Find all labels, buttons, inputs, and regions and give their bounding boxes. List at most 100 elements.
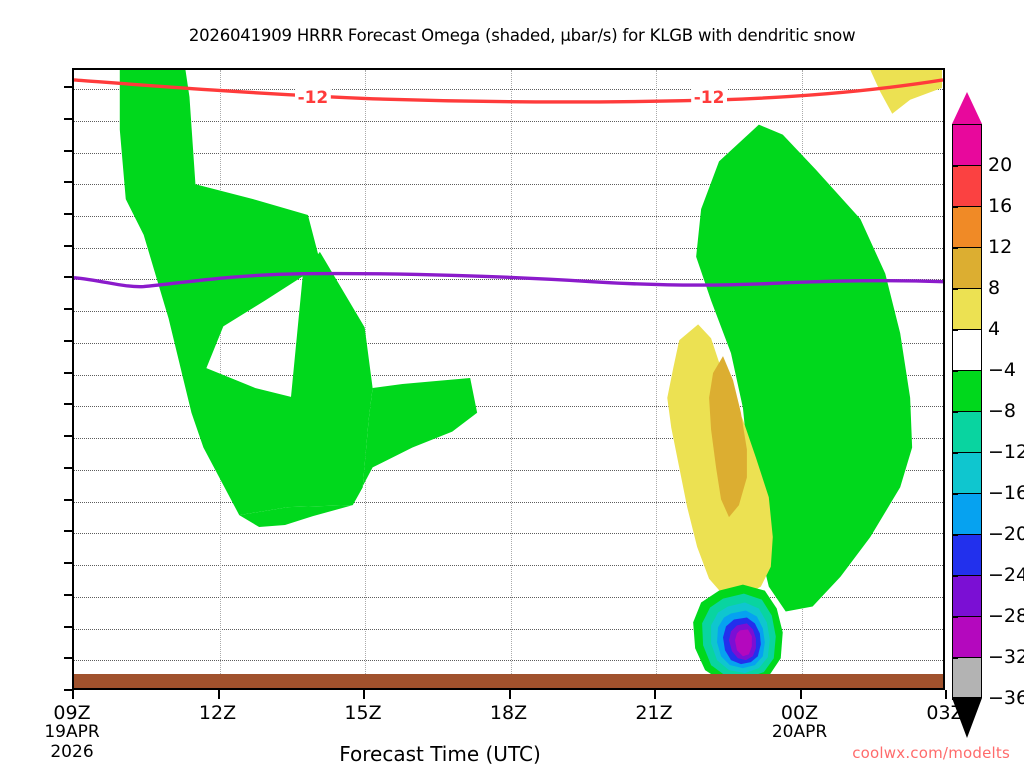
y-axis-tick bbox=[64, 435, 72, 438]
colorbar-tick bbox=[952, 452, 958, 454]
x-axis-year-label: 2026 bbox=[50, 742, 94, 762]
colorbar-tick-label: −12 bbox=[988, 441, 1024, 463]
gridline-horizontal bbox=[74, 438, 943, 440]
colorbar-segment bbox=[952, 493, 982, 534]
y-axis-tick bbox=[64, 466, 72, 469]
contour-label-bg-2 bbox=[691, 86, 727, 106]
colorbar-segment bbox=[952, 370, 982, 411]
colorbar-tick bbox=[952, 534, 958, 536]
y-axis-tick bbox=[64, 181, 72, 184]
gridline-horizontal bbox=[74, 565, 943, 567]
x-axis-tick-label: 21Z bbox=[635, 702, 673, 724]
y-axis-tick bbox=[64, 530, 72, 533]
y-axis-tick bbox=[64, 403, 72, 406]
gridline-horizontal bbox=[74, 311, 943, 313]
y-axis-tick bbox=[64, 562, 72, 565]
colorbar-tick bbox=[952, 575, 958, 577]
colorbar-tick bbox=[952, 247, 958, 249]
x-axis-tick bbox=[72, 690, 74, 699]
colorbar-tick-label: 20 bbox=[988, 154, 1013, 176]
y-axis-tick bbox=[64, 371, 72, 374]
colorbar-tick bbox=[952, 657, 958, 659]
contour-red-dendritic bbox=[74, 78, 943, 104]
x-axis-tick-label: 12Z bbox=[198, 702, 237, 724]
plot-inner: -12 -12 bbox=[74, 70, 943, 688]
colorbar-tick bbox=[952, 288, 958, 290]
plot-area: -12 -12 bbox=[72, 68, 945, 690]
y-axis-tick bbox=[64, 339, 72, 342]
x-axis-title: Forecast Time (UTC) bbox=[339, 742, 541, 766]
colorbar-segment bbox=[952, 575, 982, 616]
ground-bar bbox=[74, 674, 943, 688]
colorbar-tick bbox=[952, 616, 958, 618]
colorbar-segment bbox=[952, 329, 982, 370]
contour-purple-freezing bbox=[74, 271, 943, 289]
gridline-vertical bbox=[510, 70, 512, 688]
gridline-horizontal bbox=[74, 406, 943, 408]
colorbar-segment bbox=[952, 411, 982, 452]
y-axis-tick bbox=[64, 149, 72, 152]
colorbar bbox=[952, 92, 982, 738]
shade-green-upper-left bbox=[119, 70, 373, 516]
x-axis-date-label: 19APR bbox=[44, 722, 100, 742]
bullseye-core-magenta bbox=[734, 629, 752, 657]
colorbar-tick-label: −4 bbox=[988, 359, 1017, 381]
gridline-horizontal bbox=[74, 342, 943, 344]
colorbar-segment bbox=[952, 616, 982, 657]
gridline-horizontal bbox=[74, 628, 943, 630]
y-axis-tick bbox=[64, 593, 72, 596]
colorbar-tick bbox=[952, 165, 958, 167]
gridline-horizontal bbox=[74, 501, 943, 503]
y-axis-tick bbox=[64, 276, 72, 279]
colorbar-tick-label: 8 bbox=[988, 277, 1001, 299]
x-axis-tick bbox=[508, 690, 511, 699]
y-axis-tick bbox=[64, 117, 72, 120]
gridline-horizontal bbox=[74, 120, 943, 122]
contour-label-red-2: -12 bbox=[694, 87, 725, 107]
x-axis-tick-label: 00Z bbox=[780, 702, 819, 724]
colorbar-segment bbox=[952, 657, 982, 698]
colorbar-tick-label: 16 bbox=[988, 195, 1013, 217]
shade-bullseye bbox=[693, 584, 783, 685]
gridline-horizontal bbox=[74, 469, 943, 471]
colorbar-tick-label: −8 bbox=[988, 400, 1017, 422]
colorbar-tick bbox=[952, 206, 958, 208]
y-axis-tick bbox=[64, 657, 72, 660]
colorbar-tick-label: −24 bbox=[988, 564, 1024, 586]
contour-label-red-1: -12 bbox=[298, 87, 329, 107]
gridline-horizontal bbox=[74, 184, 943, 186]
colorbar-tick bbox=[952, 411, 958, 413]
colorbar-extend-bottom-arrow bbox=[952, 698, 982, 738]
omega-shading: -12 -12 bbox=[74, 70, 943, 685]
gridline-horizontal bbox=[74, 279, 943, 281]
gridline-horizontal bbox=[74, 660, 943, 662]
colorbar-tick bbox=[952, 698, 958, 700]
y-axis-tick bbox=[64, 212, 72, 215]
shade-yellow-topright bbox=[870, 70, 943, 114]
gridline-horizontal bbox=[74, 89, 943, 91]
colorbar-segment bbox=[952, 288, 982, 329]
colorbar-segment bbox=[952, 452, 982, 493]
colorbar-segment bbox=[952, 534, 982, 575]
gridline-horizontal bbox=[74, 152, 943, 154]
colorbar-tick-label: −16 bbox=[988, 482, 1024, 504]
title-line-1: 2026041909 HRRR Forecast Omega (shaded, … bbox=[188, 26, 856, 45]
gridline-horizontal bbox=[74, 247, 943, 249]
y-axis-tick bbox=[64, 86, 72, 89]
x-axis-tick bbox=[363, 690, 365, 699]
shade-orange-core bbox=[709, 356, 747, 518]
y-axis-tick bbox=[64, 689, 72, 691]
contour-label-bg-1 bbox=[294, 86, 331, 106]
x-axis-date-label: 20APR bbox=[771, 722, 828, 742]
gridline-vertical bbox=[656, 70, 657, 688]
y-axis-tick bbox=[64, 498, 72, 501]
y-axis-tick bbox=[64, 244, 72, 247]
x-axis-tick-label: 15Z bbox=[344, 702, 382, 724]
x-axis-tick bbox=[217, 690, 220, 699]
watermark: coolwx.com/modelts bbox=[852, 744, 1010, 762]
colorbar-tick-label: −28 bbox=[988, 605, 1024, 627]
gridline-horizontal bbox=[74, 215, 943, 217]
colorbar-tick-label: −20 bbox=[988, 523, 1024, 545]
y-axis-tick bbox=[64, 308, 72, 311]
